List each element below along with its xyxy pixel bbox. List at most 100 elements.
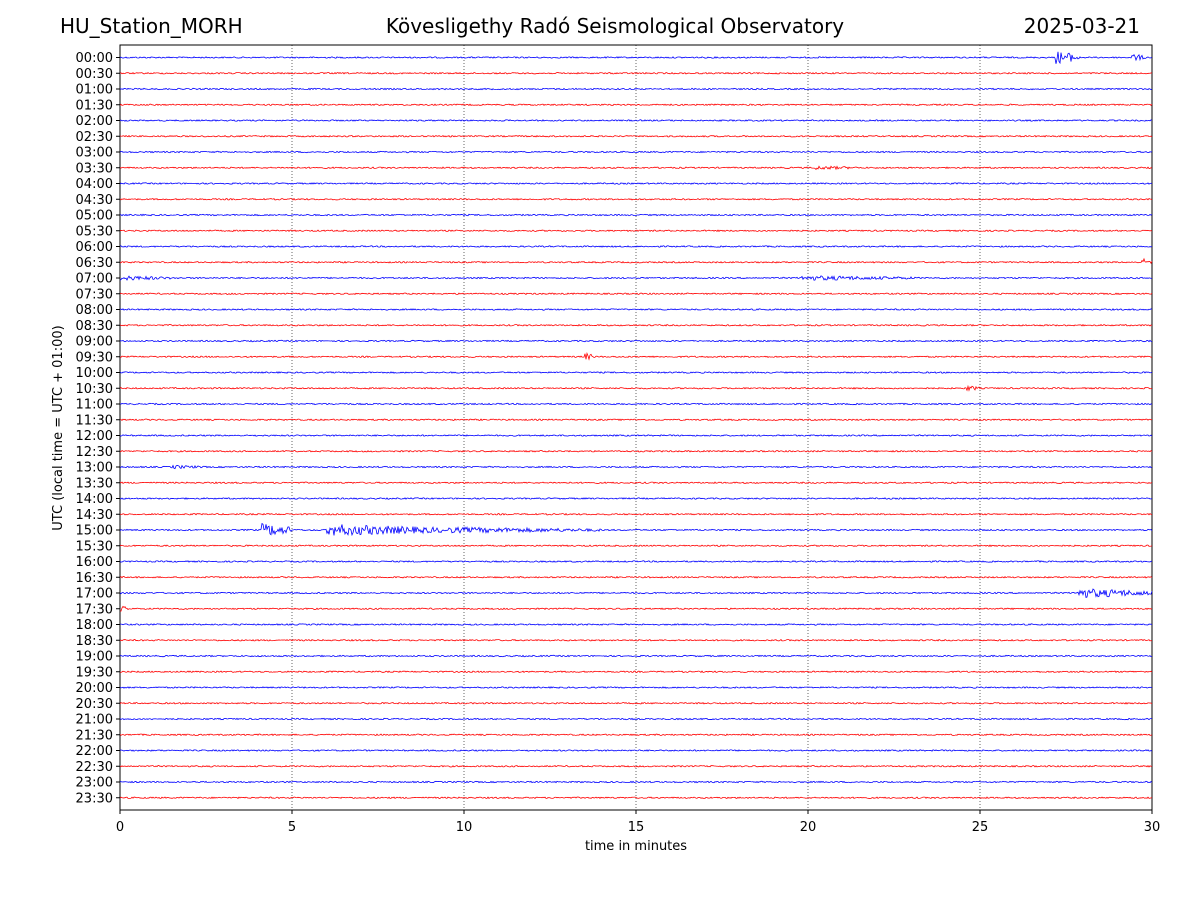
trace-1730 (119, 605, 1153, 612)
y-tick-label: 03:00 (76, 146, 113, 161)
trace-1300 (119, 464, 1153, 470)
x-tick-label: 10 (456, 820, 473, 835)
trace-0800 (119, 308, 1153, 311)
y-tick-label: 19:30 (76, 665, 113, 680)
trace-0930 (119, 352, 1153, 361)
y-tick-label: 13:30 (76, 476, 113, 491)
trace-1430 (119, 512, 1153, 516)
trace-2300 (119, 780, 1153, 784)
trace-2030 (119, 701, 1153, 705)
trace-0630 (119, 257, 1153, 264)
y-tick-label: 03:30 (76, 161, 113, 176)
y-tick-label: 11:30 (76, 413, 113, 428)
y-tick-label: 14:30 (76, 508, 113, 523)
trace-1700 (119, 588, 1153, 598)
y-tick-label: 01:30 (76, 98, 113, 113)
y-tick-label: 21:30 (76, 728, 113, 743)
y-tick-label: 14:00 (76, 492, 113, 507)
y-tick-label: 12:30 (76, 445, 113, 460)
y-tick-label: 18:00 (76, 618, 113, 633)
x-tick-label: 5 (288, 820, 296, 835)
y-tick-label: 09:00 (76, 335, 113, 350)
trace-1400 (119, 497, 1153, 500)
trace-group (119, 51, 1153, 800)
trace-1630 (119, 575, 1153, 579)
trace-0030 (119, 71, 1153, 75)
trace-0700 (119, 275, 1153, 281)
trace-1000 (119, 371, 1153, 374)
y-tick-label: 16:00 (76, 555, 113, 570)
y-tick-label: 21:00 (76, 713, 113, 728)
y-tick-label: 00:00 (76, 51, 113, 66)
x-tick-label: 20 (800, 820, 817, 835)
y-axis: 00:0000:3001:0001:3002:0002:3003:0003:30… (76, 51, 120, 806)
y-tick-label: 20:30 (76, 697, 113, 712)
trace-1530 (119, 544, 1153, 548)
trace-0230 (119, 134, 1153, 138)
trace-0530 (119, 229, 1153, 233)
y-tick-label: 22:30 (76, 760, 113, 775)
x-axis-label: time in minutes (585, 839, 687, 854)
y-tick-label: 20:00 (76, 681, 113, 696)
trace-1930 (119, 670, 1153, 674)
trace-2100 (119, 717, 1153, 721)
x-axis: 0 5 10 15 20 25 30 (116, 810, 1160, 835)
y-tick-label: 23:00 (76, 776, 113, 791)
trace-1600 (119, 560, 1153, 563)
trace-0430 (119, 197, 1153, 201)
trace-1200 (119, 434, 1153, 437)
observatory-title: Kövesligethy Radó Seismological Observat… (385, 14, 845, 38)
trace-0200 (119, 119, 1153, 122)
y-tick-label: 16:30 (76, 571, 113, 586)
y-tick-label: 11:00 (76, 398, 113, 413)
y-tick-label: 09:30 (76, 350, 113, 365)
trace-2330 (119, 796, 1153, 800)
y-tick-label: 04:00 (76, 177, 113, 192)
trace-1130 (119, 418, 1153, 422)
x-tick-label: 15 (628, 820, 645, 835)
grid-lines (291, 45, 981, 810)
y-tick-label: 02:30 (76, 130, 113, 145)
trace-0100 (119, 87, 1153, 91)
trace-0830 (119, 323, 1153, 327)
trace-0400 (119, 182, 1153, 185)
y-tick-label: 10:30 (76, 382, 113, 397)
trace-0330 (119, 165, 1153, 171)
y-tick-label: 13:00 (76, 461, 113, 476)
x-tick-label: 0 (116, 820, 124, 835)
x-tick-label: 30 (1144, 820, 1161, 835)
y-tick-label: 08:30 (76, 319, 113, 334)
y-tick-label: 07:00 (76, 272, 113, 287)
y-tick-label: 05:00 (76, 209, 113, 224)
y-tick-label: 19:00 (76, 650, 113, 665)
station-title: HU_Station_MORH (60, 14, 243, 38)
trace-1100 (119, 402, 1153, 406)
date-title: 2025-03-21 (1023, 14, 1140, 38)
trace-1830 (119, 638, 1153, 642)
trace-0000 (119, 51, 1153, 65)
trace-1800 (119, 623, 1153, 626)
y-tick-label: 10:00 (76, 366, 113, 381)
y-tick-label: 07:30 (76, 287, 113, 302)
y-tick-label: 08:00 (76, 303, 113, 318)
trace-1500 (119, 522, 1153, 537)
trace-0730 (119, 292, 1153, 296)
y-tick-label: 02:00 (76, 114, 113, 129)
trace-2200 (119, 749, 1153, 752)
y-tick-label: 17:30 (76, 602, 113, 617)
y-tick-label: 01:00 (76, 83, 113, 98)
y-tick-label: 05:30 (76, 224, 113, 239)
trace-0300 (119, 150, 1153, 154)
trace-0130 (119, 103, 1153, 107)
trace-2000 (119, 686, 1153, 689)
y-tick-label: 06:30 (76, 256, 113, 271)
trace-2230 (119, 764, 1153, 768)
trace-0500 (119, 213, 1153, 217)
trace-2130 (119, 733, 1153, 737)
y-tick-label: 06:00 (76, 240, 113, 255)
y-tick-label: 15:00 (76, 524, 113, 539)
trace-0900 (119, 339, 1153, 343)
y-tick-label: 04:30 (76, 193, 113, 208)
x-tick-label: 25 (972, 820, 989, 835)
